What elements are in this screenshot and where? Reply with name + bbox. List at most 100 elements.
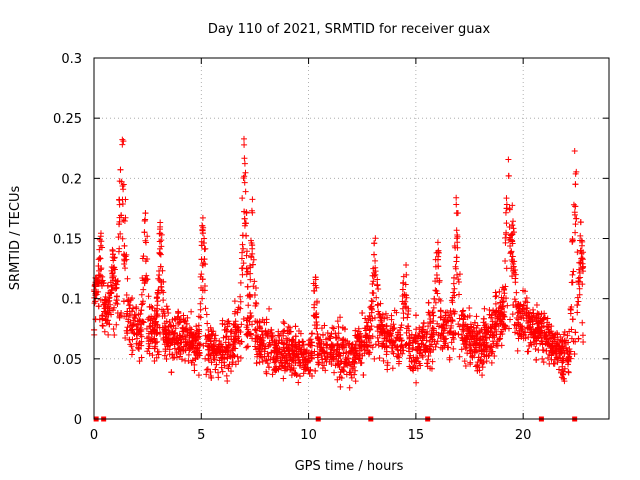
data-point [510,218,517,225]
data-point [442,340,449,347]
data-point [505,156,512,163]
data-point [545,324,552,331]
data-point [502,209,509,216]
data-point [569,271,576,278]
data-point [402,342,409,349]
data-point [459,326,466,333]
data-point [509,231,516,238]
data-point [537,328,544,335]
data-point [493,342,500,349]
data-point [188,308,195,315]
data-point [238,338,245,345]
data-point [344,355,351,362]
data-point [105,311,112,318]
data-point [494,315,501,322]
data-point [282,357,289,364]
data-point [139,300,146,307]
data-point [175,308,182,315]
data-point [102,316,109,323]
data-point [266,364,273,371]
data-point [496,288,503,295]
data-point [258,328,265,335]
data-point [470,324,477,331]
data-point [161,310,168,317]
data-point [323,336,330,343]
x-tick-label: 20 [515,428,532,443]
data-point [242,188,249,195]
data-point [248,254,255,261]
data-point [376,355,383,362]
data-point [273,366,280,373]
data-point [245,329,252,336]
data-point [547,335,554,342]
data-point [346,384,353,391]
data-point [243,265,250,272]
data-point [483,334,490,341]
data-point [314,331,321,338]
data-point [508,248,515,255]
data-point [463,335,470,342]
data-point [160,278,167,285]
data-point [419,354,426,361]
data-point [208,374,215,381]
data-point [266,341,273,348]
data-point [237,293,244,300]
data-point [571,147,578,154]
data-point [383,323,390,330]
data-point [514,309,521,316]
data-point [435,331,442,338]
data-point [318,344,325,351]
data-point [352,327,359,334]
data-point [574,309,581,316]
data-point [272,367,279,374]
data-point [561,350,568,357]
data-point [433,249,440,256]
data-point [448,339,455,346]
x-tick-labels: 0 5 10 15 20 [90,428,532,443]
data-point [144,256,151,263]
data-point [92,292,99,299]
data-point [398,338,405,345]
data-point [199,230,206,237]
data-point [502,239,509,246]
data-point [302,348,309,355]
data-point [459,337,466,344]
data-point [287,328,294,335]
data-point [271,348,278,355]
data-point [334,318,341,325]
data-point [197,300,204,307]
data-point [442,312,449,319]
data-point [253,346,260,353]
data-point [120,216,127,223]
data-point [121,242,128,249]
data-point [102,308,109,315]
data-point [462,363,469,370]
data-point [438,330,445,337]
data-point [228,368,235,375]
data-point [241,179,248,186]
data-point [444,316,451,323]
data-point [410,364,417,371]
data-point [175,320,182,327]
data-point [260,334,267,341]
data-point [177,351,184,358]
data-point [422,349,429,356]
data-point [258,346,265,353]
data-point [524,299,531,306]
data-point [280,375,287,382]
data-point [237,328,244,335]
data-point [270,356,277,363]
data-point [481,322,488,329]
data-point [335,360,342,367]
data-point [154,348,161,355]
data-point [323,358,330,365]
data-point [458,312,465,319]
data-point [450,345,457,352]
data-point [138,291,145,298]
data-point [482,346,489,353]
data-point [221,362,228,369]
data-point [510,302,517,309]
data-point [106,295,113,302]
data-point [531,330,538,337]
data-point [343,349,350,356]
